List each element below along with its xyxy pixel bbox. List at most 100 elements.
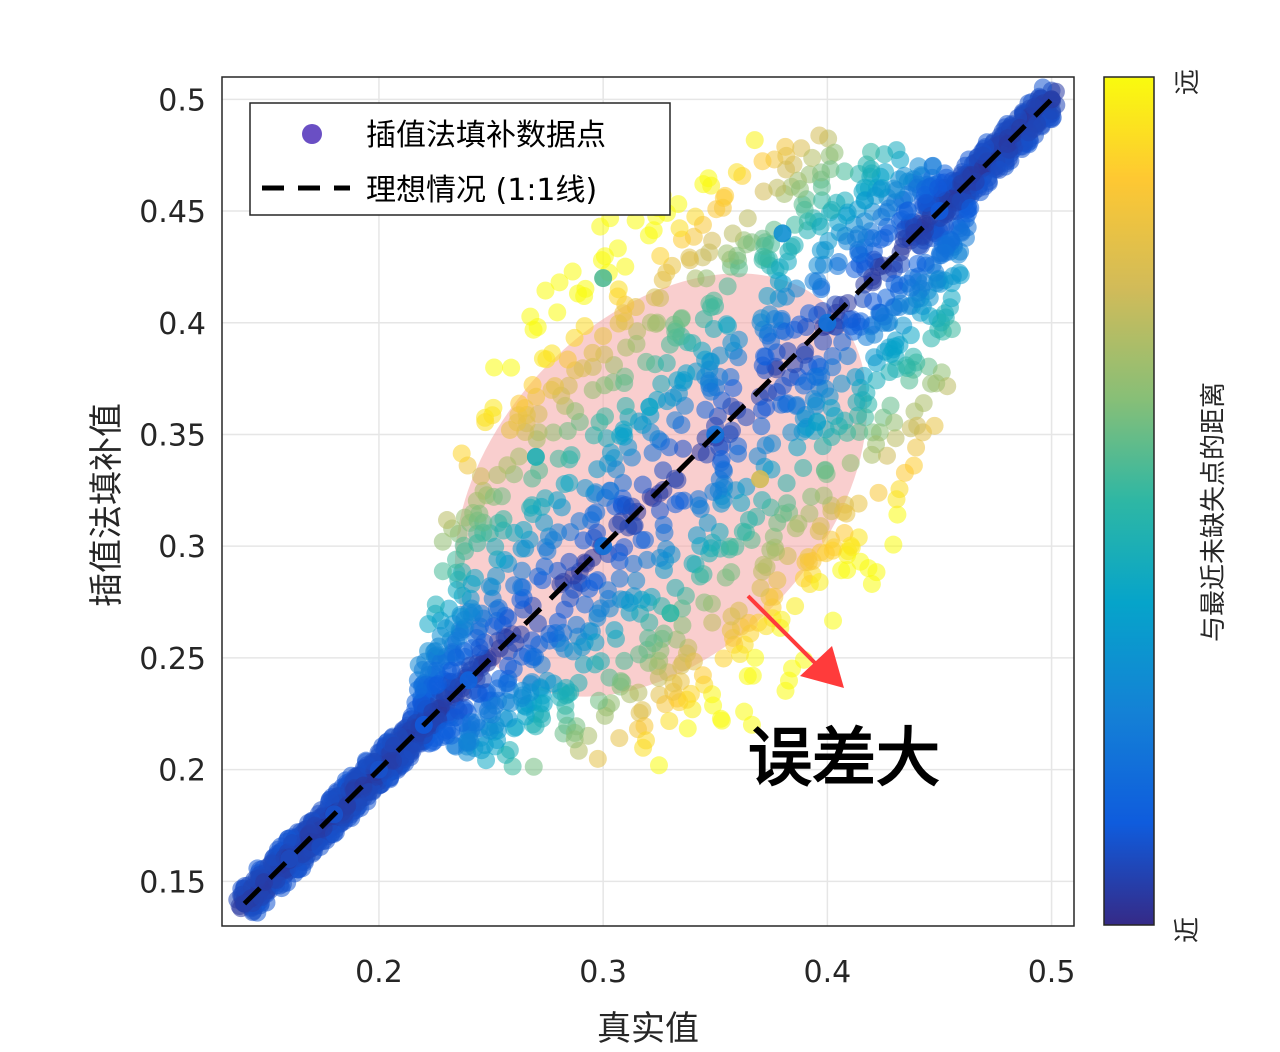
data-point — [812, 177, 831, 196]
data-point — [633, 415, 652, 434]
data-point — [694, 565, 713, 584]
data-point — [808, 368, 827, 387]
data-point — [449, 701, 468, 720]
y-tick-label: 0.5 — [158, 83, 206, 118]
data-point — [716, 568, 735, 587]
data-point — [521, 683, 540, 702]
data-point — [842, 317, 861, 336]
data-point — [849, 494, 868, 513]
data-point — [660, 712, 679, 731]
data-point — [552, 498, 571, 517]
data-point — [777, 146, 796, 165]
data-point — [566, 402, 585, 421]
data-point — [703, 613, 722, 632]
data-point — [442, 661, 461, 680]
legend-marker-scatter — [302, 124, 322, 144]
data-point — [516, 707, 535, 726]
data-point — [633, 701, 652, 720]
data-point — [721, 621, 740, 640]
data-point — [592, 251, 611, 270]
data-point — [649, 756, 668, 775]
data-point — [730, 645, 749, 664]
data-point — [794, 458, 813, 477]
data-point — [837, 504, 856, 523]
annotation: 误差大 — [746, 594, 940, 796]
data-point — [824, 611, 843, 630]
data-point — [838, 347, 857, 366]
data-point — [433, 532, 452, 551]
data-point — [560, 473, 579, 492]
data-point — [558, 421, 577, 440]
data-point — [583, 343, 602, 362]
data-point — [497, 674, 516, 693]
data-point — [672, 309, 691, 328]
data-point — [684, 652, 703, 671]
y-axis-title: 插值法填补值 — [87, 403, 127, 607]
data-point — [768, 571, 787, 590]
data-point — [702, 382, 721, 401]
data-point — [460, 656, 479, 675]
data-point — [677, 690, 696, 709]
data-point — [620, 593, 639, 612]
data-point — [762, 332, 781, 351]
data-point — [494, 521, 513, 540]
data-point — [808, 413, 827, 432]
data-point — [550, 273, 569, 292]
data-point — [693, 666, 712, 685]
data-point — [452, 444, 471, 463]
data-point — [610, 552, 629, 571]
x-tick-label: 0.2 — [355, 955, 403, 990]
data-point — [549, 449, 568, 468]
data-point — [765, 587, 784, 606]
data-point — [727, 163, 746, 182]
data-point — [505, 576, 524, 595]
data-point — [891, 294, 910, 313]
data-point — [777, 160, 796, 179]
data-point — [668, 471, 687, 490]
data-point — [664, 674, 683, 693]
data-point — [710, 346, 729, 365]
x-tick-labels: 0.2 0.3 0.4 0.5 — [355, 955, 1075, 990]
data-point — [629, 683, 648, 702]
data-point — [765, 310, 784, 329]
annotation-text: 误差大 — [748, 722, 940, 796]
data-point — [887, 181, 906, 200]
data-point — [413, 660, 432, 679]
data-point — [614, 304, 633, 323]
data-point — [263, 854, 282, 873]
data-point — [820, 146, 839, 165]
data-point — [459, 671, 478, 690]
data-point — [711, 709, 730, 728]
data-point — [732, 493, 751, 512]
data-point — [534, 694, 553, 713]
data-point — [819, 231, 838, 250]
data-point — [822, 398, 841, 417]
data-point — [875, 307, 894, 326]
data-point — [823, 358, 842, 377]
data-point — [610, 569, 629, 588]
data-point — [533, 709, 552, 728]
data-point — [770, 258, 789, 277]
data-point — [961, 198, 980, 217]
data-point — [754, 247, 773, 266]
data-point — [813, 437, 832, 456]
data-point — [594, 327, 613, 346]
data-point — [650, 548, 669, 567]
y-tick-label: 0.15 — [139, 865, 206, 900]
data-point — [752, 417, 771, 436]
data-point — [718, 277, 737, 296]
data-point — [697, 269, 716, 288]
data-point — [729, 444, 748, 463]
data-point — [447, 581, 466, 600]
data-point — [588, 749, 607, 768]
data-point — [810, 126, 829, 145]
data-point — [729, 348, 748, 367]
data-point — [783, 659, 802, 678]
data-point — [886, 429, 905, 448]
data-point — [419, 615, 438, 634]
data-point — [436, 619, 455, 638]
data-point — [476, 413, 495, 432]
data-point — [470, 638, 489, 657]
data-point — [769, 289, 788, 308]
data-point — [871, 180, 890, 199]
